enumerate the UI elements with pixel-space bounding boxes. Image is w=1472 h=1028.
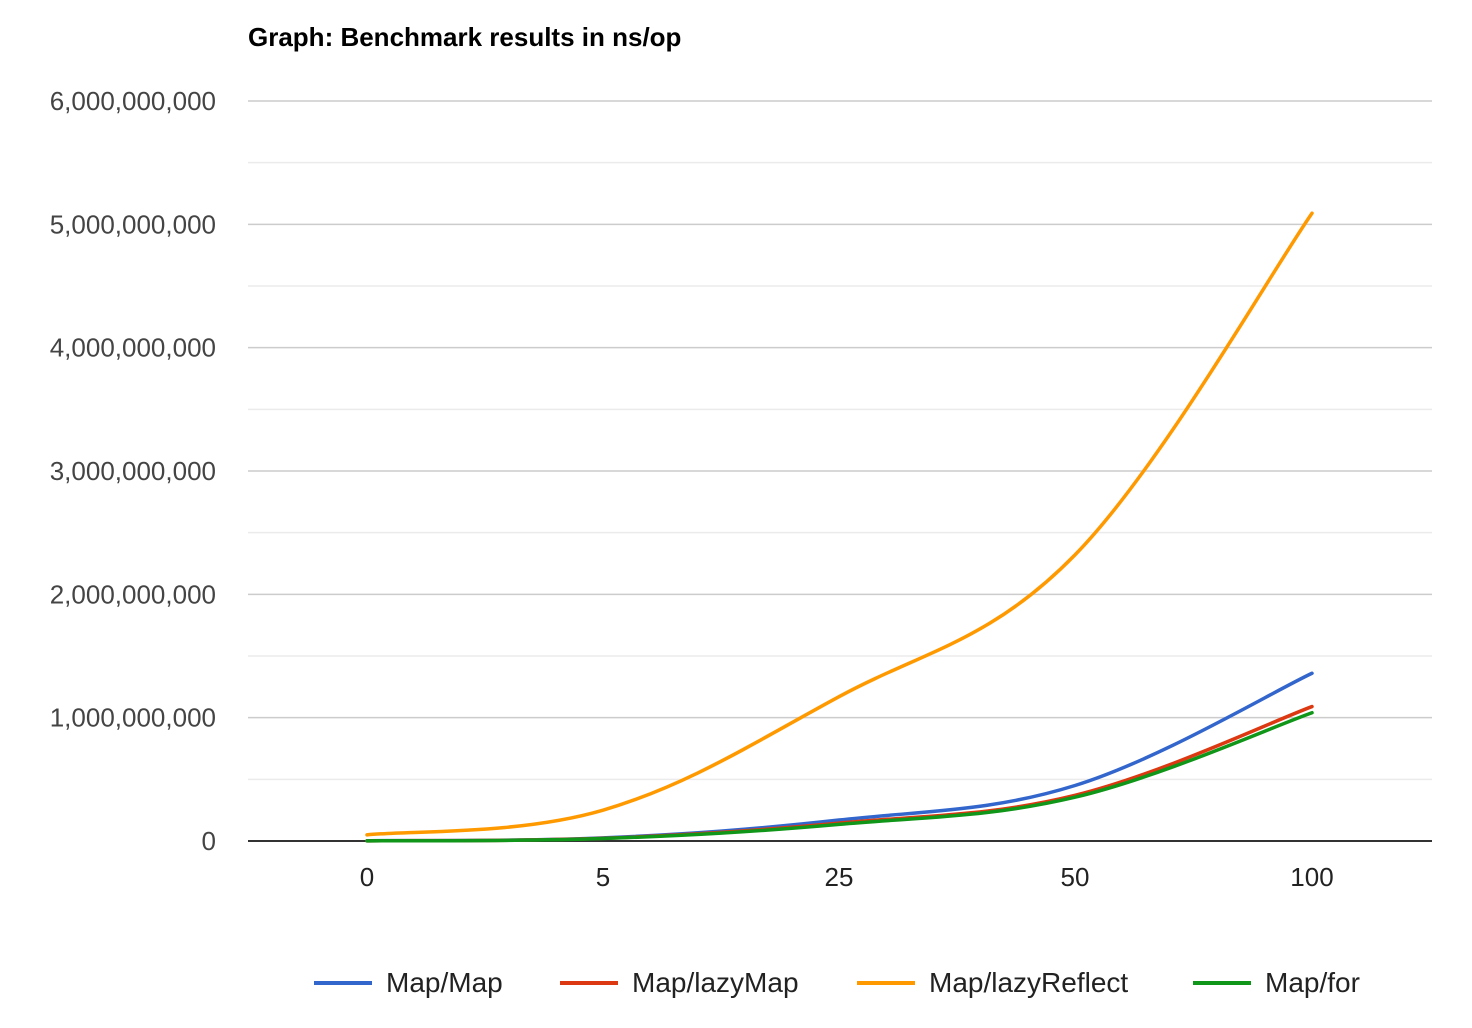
y-tick-label: 2,000,000,000 — [50, 579, 216, 609]
y-tick-label: 4,000,000,000 — [50, 333, 216, 363]
legend-item[interactable]: Map/for — [1193, 958, 1360, 1008]
x-tick-label: 0 — [360, 862, 374, 892]
gridlines — [248, 100, 1432, 781]
legend-swatch — [314, 981, 372, 985]
y-tick-label: 5,000,000,000 — [50, 209, 216, 239]
y-tick-label: 6,000,000,000 — [50, 86, 216, 116]
x-tick-label: 5 — [596, 862, 610, 892]
legend-swatch — [560, 981, 618, 985]
legend-label: Map/lazyReflect — [929, 967, 1129, 998]
x-tick-label: 25 — [825, 862, 854, 892]
x-tick-label: 100 — [1290, 862, 1333, 892]
series-lines — [365, 211, 1314, 843]
legend-label: Map/for — [1265, 967, 1360, 998]
legend-label: Map/lazyMap — [632, 967, 799, 998]
legend-item[interactable]: Map/lazyMap — [560, 958, 799, 1008]
series-line-map-lazyreflect — [365, 211, 1314, 837]
legend-swatch — [857, 981, 915, 985]
line-chart: 0 1,000,000,000 2,000,000,000 3,000,000,000… — [50, 86, 1432, 892]
legend-item[interactable]: Map/lazyReflect — [857, 958, 1128, 1008]
y-tick-label: 3,000,000,000 — [50, 456, 216, 486]
y-tick-label: 1,000,000,000 — [50, 703, 216, 733]
y-axis-ticks: 0 1,000,000,000 2,000,000,000 3,000,000,000… — [50, 86, 216, 856]
series-line-map-for — [365, 710, 1314, 843]
x-axis-ticks: 0 5 25 50 100 — [360, 862, 1334, 892]
y-tick-label: 0 — [202, 826, 216, 856]
x-tick-label: 50 — [1061, 862, 1090, 892]
legend-item[interactable]: Map/Map — [314, 958, 503, 1008]
chart-title: Graph: Benchmark results in ns/op — [248, 22, 682, 52]
legend-swatch — [1193, 981, 1251, 985]
legend-label: Map/Map — [386, 967, 503, 998]
legend: Map/Map Map/lazyMap Map/lazyReflect Map/for — [0, 958, 1472, 1008]
